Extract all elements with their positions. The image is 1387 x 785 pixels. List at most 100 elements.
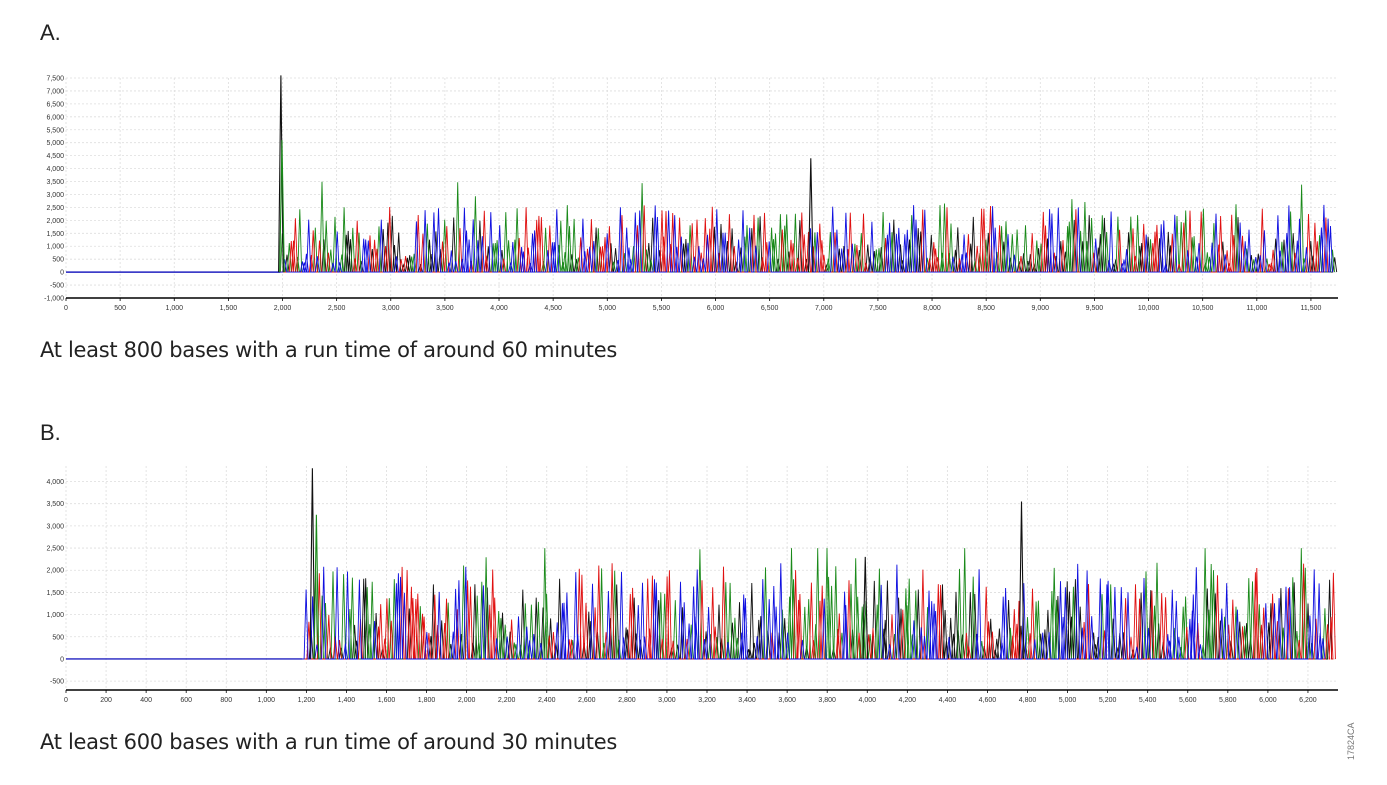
y-tick-label: 0 xyxy=(60,656,64,663)
x-tick-label: 4,500 xyxy=(544,305,562,312)
x-tick-label: 10,000 xyxy=(1138,305,1160,312)
x-tick-label: 4,000 xyxy=(858,697,876,704)
peak-events xyxy=(309,468,1025,659)
x-tick-label: 5,600 xyxy=(1179,697,1197,704)
y-tick-label: -500 xyxy=(50,679,64,686)
panel-a-caption: At least 800 bases with a run time of ar… xyxy=(40,338,617,362)
y-tick-label: 1,500 xyxy=(46,590,64,597)
x-tick-label: 1,500 xyxy=(220,305,238,312)
peak-green xyxy=(313,514,320,659)
x-tick-label: 9,000 xyxy=(1032,305,1050,312)
x-tick-label: 4,000 xyxy=(490,305,508,312)
x-tick-label: 5,200 xyxy=(1099,697,1117,704)
y-tick-label: 5,000 xyxy=(46,140,64,147)
x-tick-label: 600 xyxy=(180,697,192,704)
peak-black xyxy=(862,556,869,659)
peak-black xyxy=(309,468,316,659)
trace-red xyxy=(302,563,1336,660)
x-tick-label: 4,200 xyxy=(899,697,917,704)
y-tick-label: 4,500 xyxy=(46,153,64,160)
y-tick-label: 3,500 xyxy=(46,501,64,508)
y-tick-label: 6,500 xyxy=(46,101,64,108)
panel-a-label: A. xyxy=(40,20,61,45)
x-tick-labels: 0 500 1,000 1,500 2,000 2,500 3,000 3,500 4,000 4… xyxy=(64,298,1321,312)
x-tick-label: 200 xyxy=(100,697,112,704)
y-tick-label: 3,000 xyxy=(46,192,64,199)
x-tick-label: 5,000 xyxy=(599,305,617,312)
x-tick-label: 5,800 xyxy=(1219,697,1237,704)
y-tick-label: 4,000 xyxy=(46,166,64,173)
trace-blue xyxy=(280,204,1333,273)
electropherogram-traces xyxy=(279,181,1338,273)
y-tick-labels: -500 0 500 1,000 1,500 2,000 2,500 3,000 3,500 4,… xyxy=(46,479,64,686)
x-tick-label: 8,000 xyxy=(923,305,941,312)
chart-a: -1,000 -500 0 500 1,000 1,500 2,000 2,500 3,000 3… xyxy=(44,75,1338,312)
trace-black xyxy=(302,578,1333,660)
x-tick-label: 4,800 xyxy=(1019,697,1037,704)
x-tick-label: 6,500 xyxy=(761,305,779,312)
x-tick-label: 4,400 xyxy=(939,697,957,704)
panel-b-label: B. xyxy=(40,420,61,445)
trace-blue xyxy=(302,563,1326,660)
x-tick-label: 11,000 xyxy=(1246,305,1267,312)
x-tick-label: 6,000 xyxy=(707,305,725,312)
y-tick-label: -500 xyxy=(50,283,64,290)
y-tick-label: 1,000 xyxy=(46,244,64,251)
x-tick-label: 0 xyxy=(64,697,68,704)
y-tick-label: 500 xyxy=(52,634,64,641)
x-tick-label: 2,600 xyxy=(578,697,596,704)
y-tick-label: 2,500 xyxy=(46,205,64,212)
x-tick-label: 8,500 xyxy=(977,305,995,312)
y-tick-label: 4,000 xyxy=(46,479,64,486)
x-tick-label: 1,800 xyxy=(418,697,436,704)
y-tick-label: 2,000 xyxy=(46,568,64,575)
x-tick-label: 7,500 xyxy=(869,305,887,312)
x-tick-label: 3,600 xyxy=(778,697,796,704)
y-tick-label: 6,000 xyxy=(46,114,64,121)
x-tick-label: 3,200 xyxy=(698,697,716,704)
x-tick-label: 2,800 xyxy=(618,697,636,704)
peak-events xyxy=(278,75,814,273)
x-tick-label: 3,000 xyxy=(382,305,400,312)
x-tick-label: 7,000 xyxy=(815,305,833,312)
chart-b: -500 0 500 1,000 1,500 2,000 2,500 3,000 3,500 4,… xyxy=(46,466,1338,704)
x-tick-label: 3,000 xyxy=(658,697,676,704)
x-tick-label: 3,800 xyxy=(818,697,836,704)
grid xyxy=(65,77,1338,299)
electropherogram-traces xyxy=(302,548,1336,660)
y-tick-label: 2,500 xyxy=(46,546,64,553)
x-tick-label: 1,400 xyxy=(338,697,356,704)
x-tick-label: 2,200 xyxy=(498,697,516,704)
x-tick-label: 0 xyxy=(64,305,68,312)
x-tick-label: 2,400 xyxy=(538,697,556,704)
x-tick-label: 1,000 xyxy=(258,697,276,704)
y-tick-label: 7,500 xyxy=(46,76,64,83)
y-tick-label: 5,500 xyxy=(46,127,64,134)
peak-black xyxy=(1018,501,1025,659)
x-tick-label: 11,500 xyxy=(1300,305,1321,312)
x-tick-label: 400 xyxy=(140,697,152,704)
x-tick-label: 5,000 xyxy=(1059,697,1077,704)
y-tick-labels: -1,000 -500 0 500 1,000 1,500 2,000 2,500 3,000 3… xyxy=(44,76,64,303)
y-tick-label: 7,000 xyxy=(46,88,64,95)
x-tick-label: 1,000 xyxy=(165,305,183,312)
x-tick-labels: 0 200 400 600 800 1,000 1,200 1,400 1,600 1,800 2,… xyxy=(64,690,1317,704)
y-tick-label: 2,000 xyxy=(46,218,64,225)
y-tick-label: 0 xyxy=(60,270,64,277)
x-tick-label: 4,600 xyxy=(979,697,997,704)
x-tick-label: 3,400 xyxy=(738,697,756,704)
peak-green xyxy=(279,140,285,273)
peak-black xyxy=(278,75,284,273)
x-tick-label: 1,600 xyxy=(378,697,396,704)
x-tick-label: 10,500 xyxy=(1192,305,1214,312)
figure-code: 17824CA xyxy=(1346,722,1356,760)
x-tick-label: 5,400 xyxy=(1139,697,1157,704)
y-tick-label: 3,500 xyxy=(46,179,64,186)
x-tick-label: 800 xyxy=(220,697,232,704)
x-tick-label: 5,500 xyxy=(653,305,671,312)
x-tick-label: 3,500 xyxy=(436,305,454,312)
x-tick-label: 2,000 xyxy=(274,305,292,312)
y-tick-label: 500 xyxy=(52,257,64,264)
y-tick-label: 1,000 xyxy=(46,612,64,619)
x-tick-label: 9,500 xyxy=(1086,305,1104,312)
